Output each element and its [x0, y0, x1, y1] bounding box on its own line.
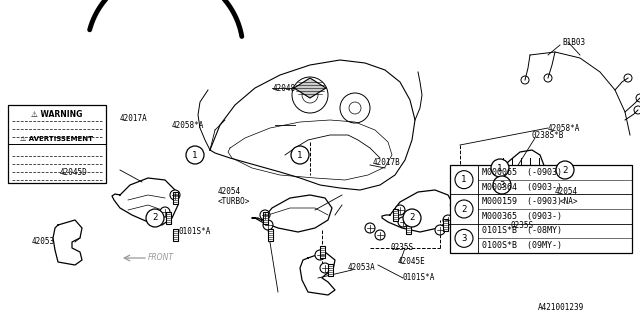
Circle shape	[260, 210, 270, 220]
Circle shape	[455, 171, 473, 189]
Text: 3: 3	[499, 180, 505, 189]
Text: 1: 1	[497, 164, 502, 172]
Circle shape	[146, 209, 164, 227]
Circle shape	[315, 250, 325, 260]
Bar	[393, 209, 398, 221]
Text: M000159  (-0903): M000159 (-0903)	[482, 197, 562, 206]
Circle shape	[443, 215, 453, 225]
Text: 3: 3	[461, 234, 467, 243]
Circle shape	[263, 220, 273, 230]
Bar	[8, 105, 106, 183]
Circle shape	[186, 146, 204, 164]
Text: 1: 1	[192, 150, 198, 159]
Circle shape	[556, 161, 574, 179]
Text: 42058*A: 42058*A	[172, 121, 204, 130]
Text: 2: 2	[152, 213, 157, 222]
Text: M000065  (-0903): M000065 (-0903)	[482, 168, 562, 177]
Circle shape	[375, 230, 385, 240]
Circle shape	[435, 225, 445, 235]
Circle shape	[170, 190, 180, 200]
Bar	[268, 229, 273, 241]
Text: 0101S*A: 0101S*A	[178, 228, 211, 236]
Text: M000365  (0903-): M000365 (0903-)	[482, 212, 562, 221]
Text: 42017B: 42017B	[373, 157, 401, 166]
Circle shape	[455, 200, 473, 218]
Circle shape	[491, 159, 509, 177]
Text: 0101S*B  (-08MY): 0101S*B (-08MY)	[482, 227, 562, 236]
Text: <NA>: <NA>	[560, 197, 579, 206]
Text: 0100S*B  (09MY-): 0100S*B (09MY-)	[482, 241, 562, 250]
Text: 2: 2	[410, 213, 415, 222]
Text: 0235S: 0235S	[510, 220, 533, 229]
Bar	[328, 264, 333, 276]
Bar	[173, 192, 178, 204]
Text: FRONT: FRONT	[148, 253, 174, 262]
Text: 2: 2	[461, 204, 467, 213]
Circle shape	[365, 223, 375, 233]
Circle shape	[320, 263, 330, 273]
Bar	[488, 204, 493, 216]
Text: 1: 1	[298, 150, 303, 159]
Bar	[406, 222, 411, 234]
Circle shape	[398, 217, 408, 227]
Bar	[263, 212, 268, 224]
Bar	[443, 219, 448, 231]
Text: 42054: 42054	[555, 188, 578, 196]
Circle shape	[493, 176, 511, 194]
Text: 42048: 42048	[273, 84, 296, 92]
Bar	[166, 212, 171, 224]
Text: 42053: 42053	[32, 237, 55, 246]
Bar	[450, 165, 632, 253]
Text: ⚠ WARNING: ⚠ WARNING	[31, 110, 83, 119]
Text: 42017A: 42017A	[120, 114, 148, 123]
Text: 0238S*B: 0238S*B	[532, 131, 564, 140]
Circle shape	[455, 229, 473, 247]
Text: <TURBO>: <TURBO>	[218, 197, 250, 206]
Text: B1B03: B1B03	[562, 37, 585, 46]
Text: A421001239: A421001239	[538, 303, 584, 313]
Circle shape	[395, 205, 405, 215]
Text: 42053A: 42053A	[348, 263, 376, 273]
Circle shape	[485, 200, 495, 210]
Bar	[173, 229, 178, 241]
Text: 42058*A: 42058*A	[548, 124, 580, 132]
Circle shape	[291, 146, 309, 164]
Text: 42054: 42054	[218, 188, 241, 196]
Text: 1: 1	[461, 175, 467, 184]
Polygon shape	[294, 78, 326, 98]
Bar	[320, 246, 325, 258]
Text: 2: 2	[563, 165, 568, 174]
Circle shape	[160, 207, 170, 217]
Text: M000364  (0903-): M000364 (0903-)	[482, 182, 562, 191]
Circle shape	[403, 209, 421, 227]
Text: 42045E: 42045E	[398, 258, 426, 267]
Text: 42045D: 42045D	[60, 167, 88, 177]
Text: ⚠ AVERTISSEMENT: ⚠ AVERTISSEMENT	[20, 136, 93, 142]
Text: 0235S: 0235S	[390, 244, 413, 252]
Text: 0101S*A: 0101S*A	[402, 274, 435, 283]
